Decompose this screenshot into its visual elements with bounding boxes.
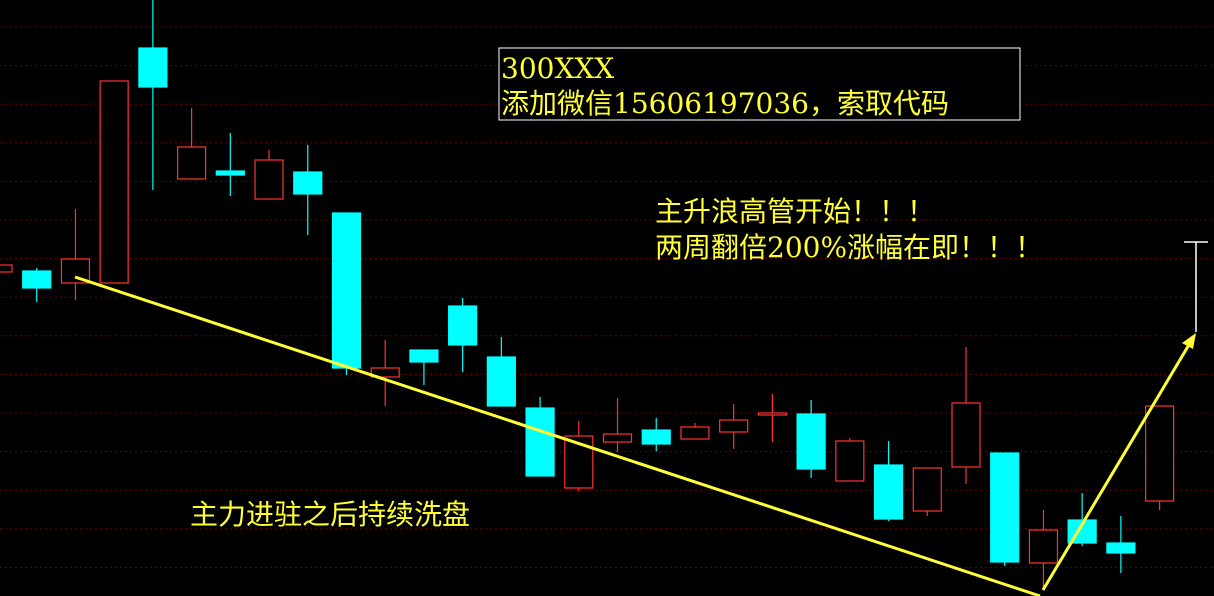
candle-body bbox=[370, 367, 400, 378]
annotation: 两周翻倍200%涨幅在即！！！ bbox=[655, 231, 1043, 264]
candle-body bbox=[486, 356, 516, 407]
candle-body bbox=[0, 264, 13, 273]
candle-body bbox=[602, 433, 633, 443]
candle-body bbox=[796, 413, 826, 470]
candles bbox=[0, 0, 1175, 590]
candle-body bbox=[331, 212, 362, 369]
annotation: 主力进驻之后持续洗盘 bbox=[190, 498, 470, 531]
candle-body bbox=[525, 407, 555, 477]
candle-body bbox=[990, 452, 1020, 563]
candle-body bbox=[409, 349, 439, 363]
target-bracket bbox=[1184, 241, 1208, 332]
candle-body bbox=[680, 426, 710, 440]
annotation: 主升浪高管开始！！！ bbox=[655, 195, 935, 228]
candle-body bbox=[719, 419, 749, 433]
candle-body bbox=[1106, 542, 1136, 554]
candle-body bbox=[177, 146, 207, 180]
candle-body bbox=[22, 270, 52, 289]
candle-body bbox=[1028, 529, 1059, 564]
candle-body bbox=[873, 464, 904, 520]
candle-body bbox=[951, 402, 981, 468]
candle-body bbox=[293, 171, 323, 195]
candle-body bbox=[254, 159, 284, 200]
arrow-head bbox=[1182, 333, 1196, 349]
note-box bbox=[498, 47, 1021, 121]
candle-body bbox=[641, 429, 671, 445]
candle-body bbox=[912, 467, 942, 512]
candle-body bbox=[1144, 405, 1175, 502]
candle-body bbox=[138, 47, 168, 88]
annotation: 添加微信15606197036，索取代码 bbox=[501, 87, 949, 120]
candle-body bbox=[835, 440, 865, 482]
candle-body bbox=[99, 80, 129, 284]
annotation: 300XXX bbox=[501, 52, 614, 85]
candle-body bbox=[215, 170, 245, 176]
arrow-line bbox=[1041, 342, 1192, 591]
candle-body bbox=[757, 412, 788, 416]
candle-body bbox=[448, 305, 478, 346]
trend-line bbox=[74, 275, 1041, 596]
